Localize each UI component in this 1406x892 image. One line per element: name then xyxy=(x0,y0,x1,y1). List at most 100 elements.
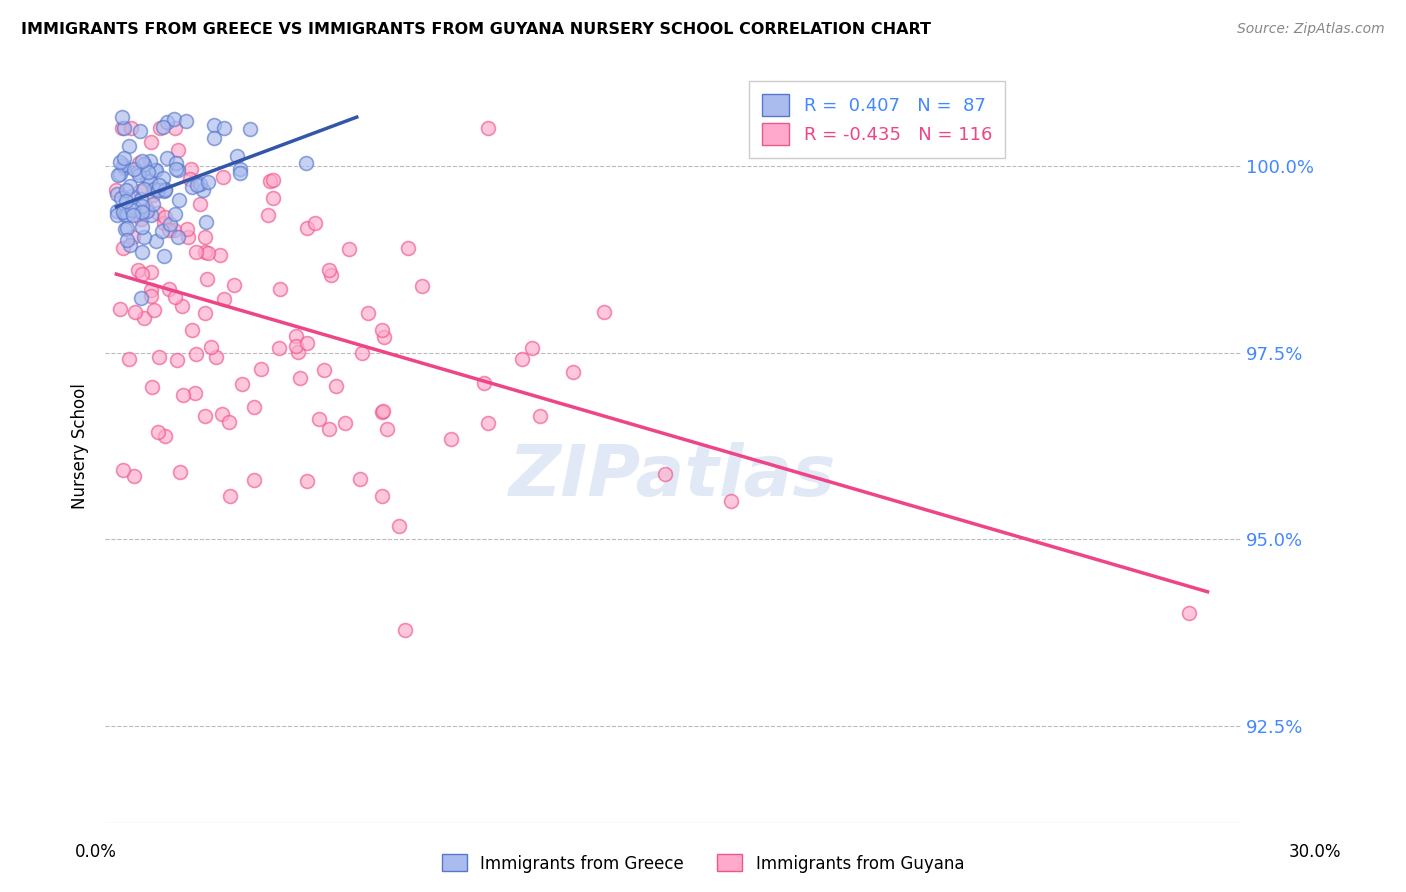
Point xyxy=(129,212,152,227)
Point xyxy=(127,165,149,179)
Point xyxy=(172,387,194,401)
Point xyxy=(139,154,162,169)
Point xyxy=(194,215,217,229)
Point xyxy=(269,282,291,296)
Point xyxy=(335,416,357,430)
Point xyxy=(105,183,128,197)
Legend: R =  0.407   N =  87, R = -0.435   N = 116: R = 0.407 N = 87, R = -0.435 N = 116 xyxy=(749,81,1005,158)
Point xyxy=(250,361,273,376)
Point xyxy=(262,191,284,205)
Point xyxy=(176,221,198,235)
Point xyxy=(107,168,129,182)
Point xyxy=(212,120,235,135)
Point xyxy=(121,230,143,244)
Point xyxy=(122,161,145,176)
Point xyxy=(105,208,128,222)
Point xyxy=(111,241,134,255)
Point xyxy=(179,171,201,186)
Point xyxy=(287,345,309,359)
Y-axis label: Nursery School: Nursery School xyxy=(72,383,89,509)
Point xyxy=(131,220,153,235)
Point xyxy=(256,208,278,222)
Point xyxy=(177,229,200,244)
Point xyxy=(141,265,163,279)
Point xyxy=(243,474,266,488)
Point xyxy=(128,156,150,170)
Point xyxy=(195,272,218,286)
Point xyxy=(654,467,676,482)
Point xyxy=(153,184,176,198)
Point xyxy=(121,121,143,136)
Point xyxy=(122,200,145,214)
Point xyxy=(231,376,253,391)
Point xyxy=(190,197,212,211)
Point xyxy=(165,162,187,177)
Point xyxy=(149,121,172,136)
Point xyxy=(129,192,152,206)
Point xyxy=(118,139,141,153)
Point xyxy=(267,341,290,355)
Point xyxy=(163,112,186,126)
Point xyxy=(371,405,394,419)
Point xyxy=(112,161,135,175)
Point xyxy=(186,347,208,361)
Point xyxy=(134,157,156,171)
Point xyxy=(186,178,208,192)
Point xyxy=(186,244,208,259)
Point xyxy=(112,151,135,165)
Point xyxy=(312,363,335,377)
Point xyxy=(141,135,163,149)
Point xyxy=(122,208,145,222)
Point xyxy=(167,143,190,157)
Point xyxy=(129,185,152,199)
Point xyxy=(139,289,162,303)
Point xyxy=(371,322,394,336)
Text: ZIPatlas: ZIPatlas xyxy=(509,442,837,511)
Point xyxy=(200,340,222,354)
Point xyxy=(127,263,149,277)
Point xyxy=(371,404,394,418)
Point xyxy=(318,422,340,436)
Point xyxy=(146,206,169,220)
Point xyxy=(105,203,128,218)
Point xyxy=(121,203,143,218)
Point xyxy=(110,167,132,181)
Point xyxy=(159,217,181,231)
Point xyxy=(242,400,264,414)
Point xyxy=(128,168,150,182)
Point xyxy=(136,171,159,186)
Point xyxy=(142,188,165,202)
Text: Source: ZipAtlas.com: Source: ZipAtlas.com xyxy=(1237,22,1385,37)
Point xyxy=(325,379,347,393)
Point xyxy=(285,329,308,343)
Point xyxy=(181,180,204,194)
Point xyxy=(211,170,233,185)
Point xyxy=(304,216,326,230)
Point xyxy=(396,241,419,255)
Point xyxy=(477,417,499,431)
Point xyxy=(172,299,194,313)
Point xyxy=(163,207,186,221)
Point xyxy=(153,183,176,197)
Point xyxy=(136,204,159,219)
Point xyxy=(124,305,146,319)
Point xyxy=(259,174,281,188)
Point xyxy=(131,244,153,259)
Point xyxy=(520,342,543,356)
Point xyxy=(191,183,214,197)
Point xyxy=(131,199,153,213)
Point xyxy=(295,336,318,351)
Point xyxy=(115,233,138,247)
Point xyxy=(229,166,252,180)
Point xyxy=(111,110,134,124)
Point xyxy=(120,189,142,203)
Point xyxy=(239,121,262,136)
Point xyxy=(166,230,188,244)
Point xyxy=(153,182,176,196)
Point xyxy=(288,371,311,385)
Point xyxy=(111,121,134,136)
Point xyxy=(229,162,252,177)
Point xyxy=(1178,607,1201,621)
Point xyxy=(120,178,142,193)
Point xyxy=(211,407,233,421)
